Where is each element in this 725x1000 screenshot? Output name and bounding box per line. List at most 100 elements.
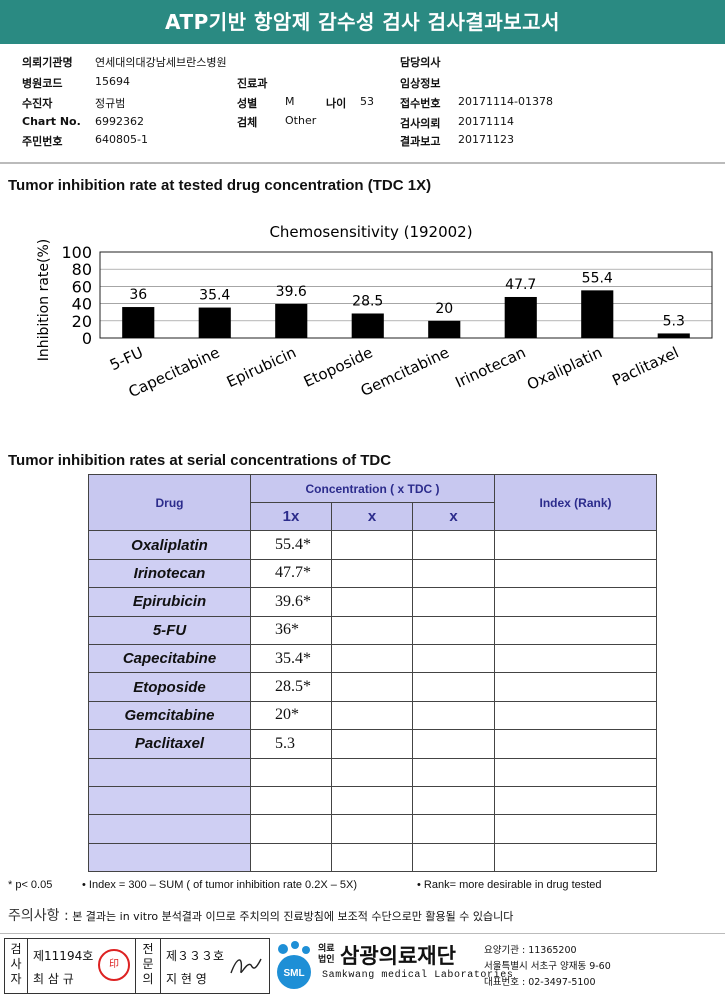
concentration-cell bbox=[331, 672, 413, 702]
data-label: 36 bbox=[129, 287, 147, 303]
index-rank-cell bbox=[494, 700, 657, 731]
divider bbox=[0, 162, 725, 164]
concentration-cell bbox=[412, 814, 495, 844]
drug-cell: Oxaliplatin bbox=[88, 530, 251, 560]
index-rank-cell bbox=[494, 757, 657, 787]
concentration-cell bbox=[331, 530, 413, 560]
bar bbox=[581, 290, 614, 338]
svg-text:SML: SML bbox=[283, 968, 304, 979]
y-tick-label: 60 bbox=[72, 277, 92, 296]
concentration-cell bbox=[412, 643, 495, 674]
index-rank-cell bbox=[494, 587, 657, 617]
data-label: 47.7 bbox=[505, 277, 536, 293]
bar bbox=[351, 313, 384, 338]
patient-label: 수진자 bbox=[22, 97, 53, 110]
id-value: 640805-1 bbox=[95, 133, 148, 146]
data-label: 5.3 bbox=[663, 313, 685, 329]
y-axis-label: Inhibition rate(%) bbox=[36, 239, 52, 361]
concentration-1x-cell: 20* bbox=[250, 700, 332, 731]
divider bbox=[160, 939, 161, 993]
concentration-cell bbox=[331, 700, 413, 731]
institution-value: 연세대의대강남세브란스병원 bbox=[95, 56, 227, 69]
chemosensitivity-chart: Chemosensitivity (192002) Inhibition rate… bbox=[0, 215, 725, 450]
index-rank-cell bbox=[494, 785, 657, 816]
plot-frame bbox=[99, 251, 713, 339]
table-row: Paclitaxel 5.3 bbox=[88, 729, 657, 759]
sex-value: M bbox=[285, 95, 295, 108]
lab-corp-label: 의료법인 bbox=[318, 944, 335, 965]
y-tick-label: 20 bbox=[72, 312, 92, 331]
bar bbox=[198, 307, 231, 338]
concentration-1x-cell: 5.3 bbox=[250, 729, 332, 759]
table-row bbox=[88, 785, 657, 816]
concentration-cell bbox=[331, 643, 413, 674]
concentration-cell bbox=[331, 814, 413, 844]
conc-x-header: x bbox=[412, 502, 495, 532]
table-row: Gemcitabine 20* bbox=[88, 700, 657, 731]
specimen-value: Other bbox=[285, 114, 317, 127]
index-rank-cell bbox=[494, 530, 657, 560]
drug-cell bbox=[88, 785, 251, 816]
concentration-cell bbox=[331, 842, 413, 873]
lab-footer: SML 의료법인 삼광의료재단 Samkwang medical Laborat… bbox=[272, 940, 722, 994]
index-rank-cell bbox=[494, 615, 657, 645]
index-rank-cell bbox=[494, 814, 657, 844]
concentration-cell bbox=[412, 587, 495, 617]
concentration-cell bbox=[412, 530, 495, 560]
bar bbox=[657, 333, 690, 338]
concentration-cell bbox=[412, 615, 495, 645]
concentration-1x-cell bbox=[250, 757, 332, 787]
request-label: 검사의뢰 bbox=[400, 117, 441, 130]
conc-1x-header: 1x bbox=[250, 502, 332, 532]
data-label: 20 bbox=[435, 301, 453, 317]
hospital-code-value: 15694 bbox=[95, 75, 130, 88]
conc-x-header: x bbox=[331, 502, 413, 532]
age-label: 나이 bbox=[326, 97, 347, 110]
dept-label: 진료과 bbox=[237, 77, 268, 90]
concentration-1x-cell: 55.4* bbox=[250, 530, 332, 560]
concentration-cell bbox=[412, 672, 495, 702]
table-row bbox=[88, 842, 657, 873]
footnote-p: * p< 0.05 bbox=[8, 879, 53, 891]
receipt-label: 접수번호 bbox=[400, 97, 441, 110]
concentration-cell bbox=[412, 785, 495, 816]
chart-no-label: Chart No. bbox=[22, 115, 81, 128]
divider bbox=[0, 933, 725, 934]
y-tick-label: 80 bbox=[72, 260, 92, 279]
lab-address: 서울특별시 서초구 양재동 9-60 bbox=[484, 961, 611, 972]
concentration-cell bbox=[331, 729, 413, 759]
signature-icon bbox=[230, 958, 262, 974]
table-row: Epirubicin 39.6* bbox=[88, 587, 657, 617]
x-tick-label: 5-FU bbox=[107, 343, 146, 374]
y-tick-label: 40 bbox=[72, 295, 92, 314]
drug-cell: Etoposide bbox=[88, 672, 251, 702]
institution-label: 의뢰기관명 bbox=[22, 56, 73, 69]
specialist-name: 지 현 영 bbox=[166, 972, 207, 986]
report-date-label: 결과보고 bbox=[400, 135, 441, 148]
clinical-label: 임상정보 bbox=[400, 77, 441, 90]
chart-svg: Chemosensitivity (192002) Inhibition rate… bbox=[36, 223, 713, 401]
sex-label: 성별 bbox=[237, 97, 258, 110]
footnote-index: • Index = 300 – SUM ( of tumor inhibitio… bbox=[82, 879, 358, 891]
index-rank-cell bbox=[494, 842, 657, 873]
notice-label: 주의사항 : bbox=[8, 908, 69, 924]
concentration-1x-cell bbox=[250, 785, 332, 816]
request-value: 20171114 bbox=[458, 115, 514, 128]
drug-cell: Gemcitabine bbox=[88, 700, 251, 731]
index-rank-cell bbox=[494, 672, 657, 702]
specialist-no: 제３３３호 bbox=[166, 949, 225, 963]
report-title: ATP기반 항암제 감수성 검사 검사결과보고서 bbox=[0, 0, 725, 44]
table-row: Capecitabine 35.4* bbox=[88, 643, 657, 674]
results-table: Drug Concentration ( x TDC ) Index (Rank… bbox=[88, 473, 657, 873]
seal-stamp-icon: 印 bbox=[98, 949, 130, 981]
lab-code: 요양기관 : 11365200 bbox=[484, 945, 577, 956]
patient-info: 의뢰기관명 연세대의대강남세브란스병원 병원코드 15694 수진자 정규범 C… bbox=[0, 50, 725, 158]
drug-cell bbox=[88, 814, 251, 844]
age-value: 53 bbox=[360, 95, 374, 108]
y-tick-label: 0 bbox=[82, 329, 92, 348]
drug-header: Drug bbox=[88, 473, 251, 532]
section2-title: Tumor inhibition rates at serial concent… bbox=[8, 452, 392, 469]
